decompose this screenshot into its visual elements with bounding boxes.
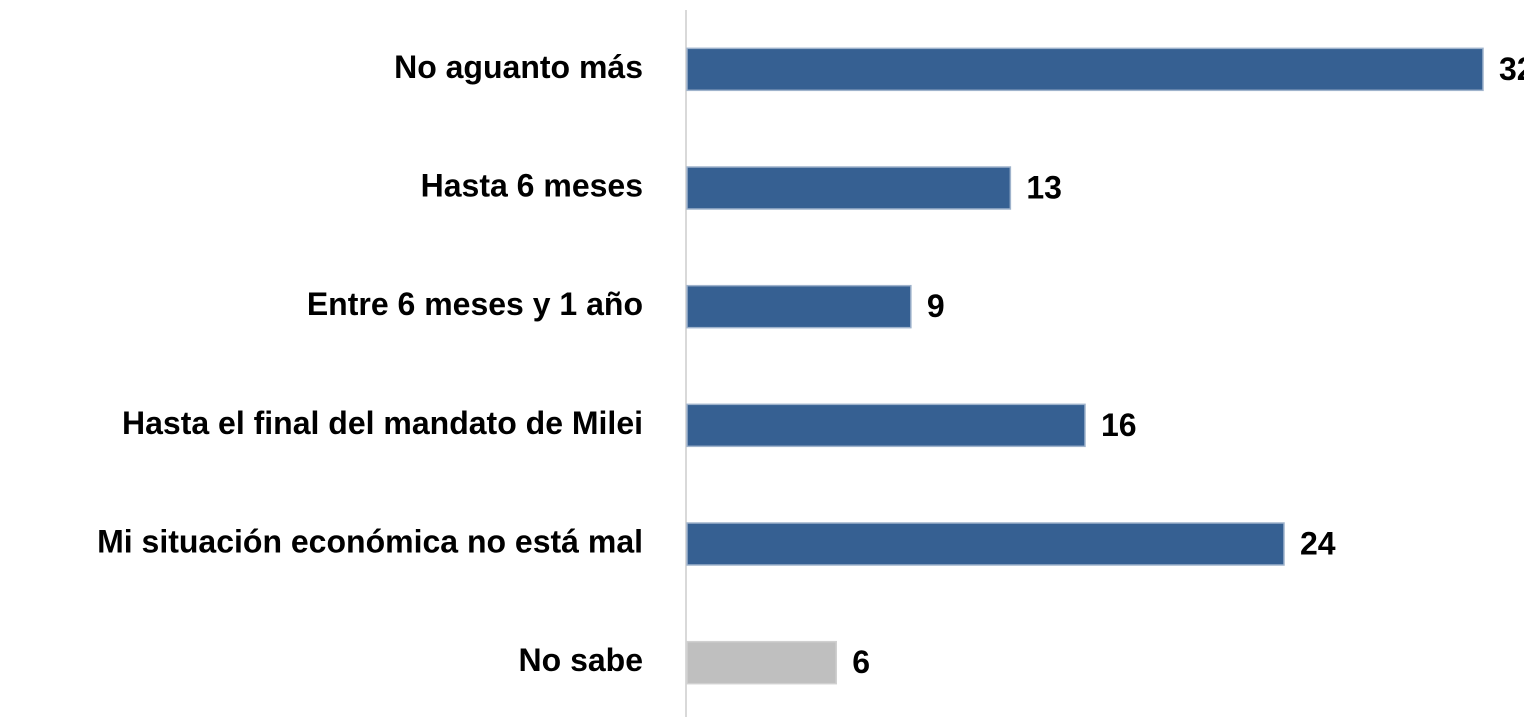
value-label: 9 bbox=[927, 288, 945, 324]
value-label: 13 bbox=[1026, 169, 1062, 205]
bar bbox=[686, 284, 912, 329]
value-label: 6 bbox=[852, 644, 870, 680]
bar bbox=[686, 403, 1086, 448]
category-label: Entre 6 meses y 1 año bbox=[307, 286, 643, 322]
bar bbox=[686, 47, 1484, 92]
value-label: 24 bbox=[1300, 525, 1336, 561]
bar bbox=[686, 640, 837, 685]
bar bbox=[686, 522, 1285, 566]
value-label: 16 bbox=[1101, 407, 1137, 443]
category-label: No sabe bbox=[519, 642, 643, 678]
category-label: Hasta 6 meses bbox=[421, 167, 643, 203]
category-label: No aguanto más bbox=[394, 49, 643, 85]
bar bbox=[686, 166, 1012, 210]
category-label: Hasta el final del mandato de Milei bbox=[122, 405, 643, 441]
value-label: 32 bbox=[1499, 51, 1524, 87]
category-label: Mi situación económica no está mal bbox=[97, 523, 643, 559]
